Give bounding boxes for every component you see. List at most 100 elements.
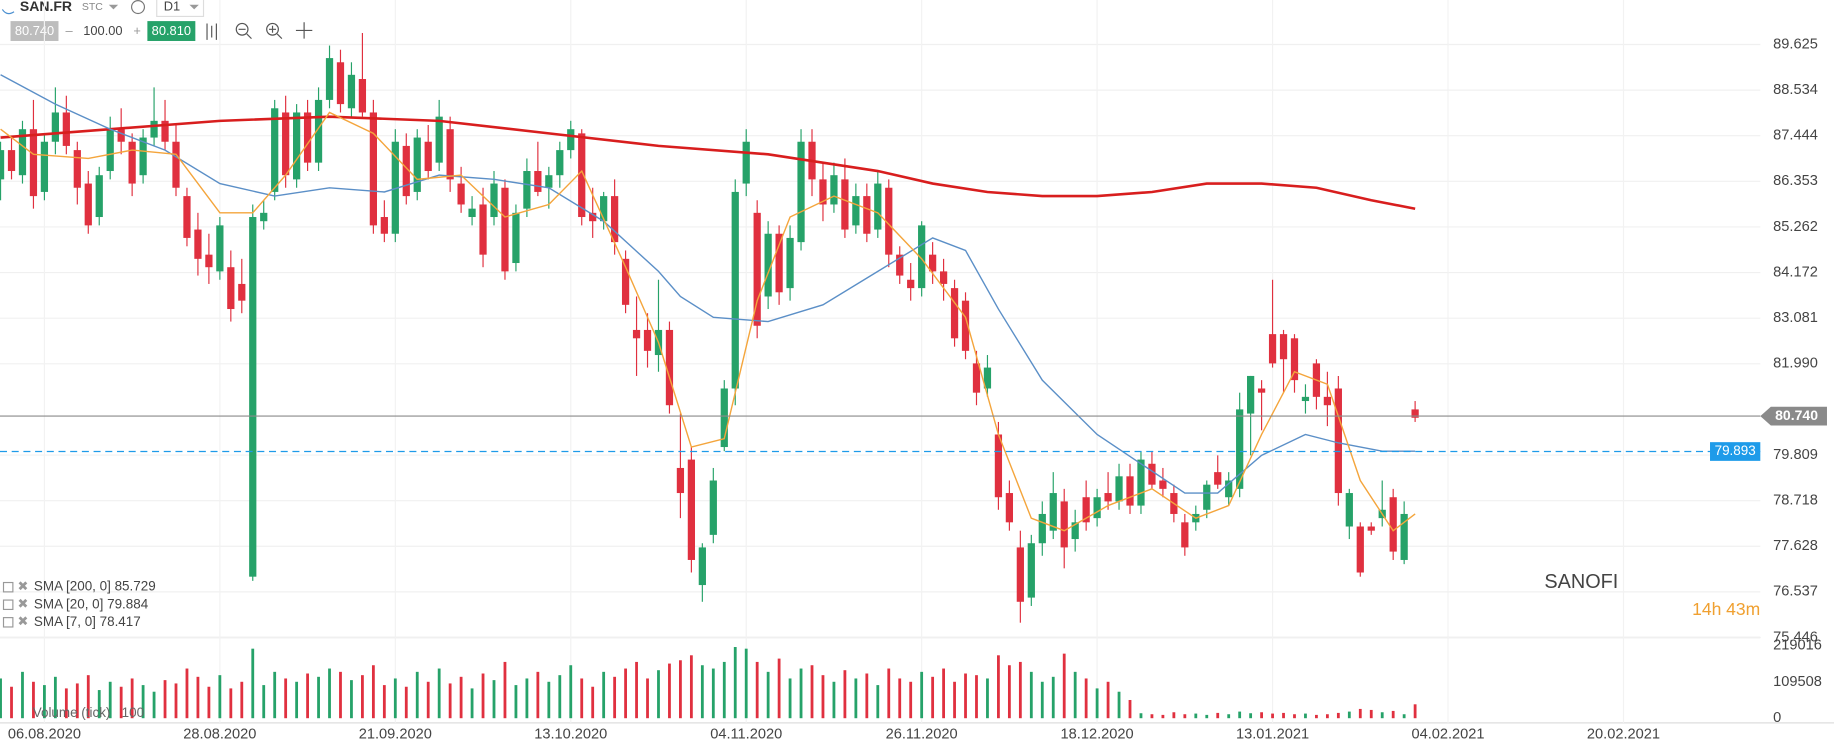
volume-bar bbox=[624, 668, 627, 719]
volume-bar bbox=[679, 660, 682, 719]
candle-body bbox=[139, 137, 147, 176]
volume-bar bbox=[1238, 711, 1242, 719]
candle-body bbox=[271, 108, 279, 192]
bid[interactable]: 80.740 bbox=[15, 23, 54, 38]
ask-box[interactable] bbox=[147, 21, 196, 41]
volume-bar bbox=[1293, 714, 1296, 719]
price-label: 79.893 bbox=[1715, 443, 1756, 458]
volume-bar bbox=[1139, 713, 1143, 719]
volume-bar bbox=[788, 678, 792, 719]
candle-body bbox=[786, 237, 794, 289]
volume-bar bbox=[1194, 713, 1198, 719]
candle-body bbox=[753, 212, 761, 326]
candle-body bbox=[40, 141, 49, 192]
candle-body bbox=[1411, 409, 1419, 418]
candle-body bbox=[1082, 497, 1090, 523]
candle-body bbox=[885, 187, 893, 255]
candle-body bbox=[1214, 472, 1222, 485]
candle-body bbox=[512, 212, 520, 264]
volume-bar bbox=[700, 665, 704, 719]
symbol[interactable]: SAN.FR bbox=[20, 0, 72, 14]
plus[interactable]: + bbox=[133, 23, 141, 38]
candle-body bbox=[62, 112, 70, 146]
candle-body bbox=[227, 267, 235, 310]
legend-icon bbox=[2, 617, 14, 628]
volume-bar bbox=[646, 678, 649, 719]
info-icon[interactable] bbox=[131, 0, 146, 15]
volume-bar bbox=[97, 690, 101, 719]
candle-body bbox=[424, 141, 432, 172]
volume-bar bbox=[1325, 714, 1329, 719]
volume-bar bbox=[32, 681, 35, 719]
candle-body bbox=[128, 141, 136, 184]
volume-bar bbox=[371, 665, 375, 719]
volume-bar bbox=[350, 680, 353, 719]
ask[interactable]: 80.810 bbox=[152, 23, 191, 38]
volume-bar bbox=[657, 670, 660, 719]
volume-bar bbox=[152, 691, 156, 719]
candle-body bbox=[1016, 547, 1024, 602]
candle-body bbox=[830, 175, 838, 205]
dropdown[interactable] bbox=[108, 4, 119, 10]
volume-bar bbox=[635, 661, 638, 719]
volume-bar bbox=[821, 675, 825, 719]
candle-body bbox=[1027, 543, 1035, 598]
volume-bar bbox=[1183, 714, 1187, 719]
candle-body bbox=[1367, 526, 1375, 531]
candle-body bbox=[742, 141, 750, 184]
y-tick-label: 75.446 bbox=[1773, 629, 1818, 645]
x-tick-label: 21.09.2020 bbox=[359, 726, 432, 742]
candle-body bbox=[819, 179, 827, 205]
volume-bar bbox=[240, 681, 244, 719]
legend-entry: SMA [20, 0] 79.884 bbox=[34, 596, 149, 611]
candle-body bbox=[841, 179, 849, 230]
volume-bar bbox=[931, 676, 935, 719]
volume-bar bbox=[284, 678, 288, 719]
tools[interactable] bbox=[206, 22, 313, 40]
volume-bar bbox=[0, 678, 2, 719]
minus[interactable]: – bbox=[66, 23, 74, 38]
volume-bar bbox=[722, 661, 726, 719]
volume-bar bbox=[942, 668, 945, 719]
timeframe[interactable]: D1 bbox=[164, 0, 180, 13]
candle-body bbox=[106, 129, 114, 172]
volume-bar bbox=[547, 681, 551, 719]
candle-body bbox=[556, 150, 564, 176]
price-label-box bbox=[1710, 442, 1761, 461]
bid-box[interactable] bbox=[10, 21, 59, 41]
dropdown[interactable] bbox=[189, 4, 199, 10]
volume-bar bbox=[1380, 712, 1384, 719]
candle-body bbox=[994, 434, 1003, 498]
x-tick-label: 28.08.2020 bbox=[183, 726, 256, 742]
candle-body bbox=[479, 204, 487, 255]
candle-body bbox=[1345, 493, 1353, 527]
candle-body bbox=[687, 459, 696, 560]
candle-body bbox=[545, 175, 553, 188]
volume-bar bbox=[810, 665, 814, 719]
volume-bar bbox=[404, 686, 408, 719]
x-tick-label: 04.02.2021 bbox=[1411, 726, 1484, 742]
volume-bar bbox=[1304, 713, 1307, 719]
candle-body bbox=[303, 112, 312, 163]
candle-body bbox=[1323, 396, 1332, 406]
x-tick-label: 13.10.2020 bbox=[534, 726, 607, 742]
volume-bar bbox=[580, 678, 584, 719]
volume-bar bbox=[689, 655, 693, 719]
volume-bar bbox=[1402, 714, 1406, 719]
volume-bar bbox=[1282, 712, 1285, 719]
candle-body bbox=[238, 283, 246, 301]
candle-body bbox=[698, 547, 706, 586]
volume-bar bbox=[1172, 712, 1176, 719]
sma-line bbox=[0, 111, 1416, 532]
candle-body bbox=[1104, 493, 1112, 502]
candle-body bbox=[1279, 334, 1288, 360]
volume-bar bbox=[43, 685, 46, 719]
volume-bar bbox=[10, 686, 13, 719]
volume-input[interactable]: 100.00 bbox=[83, 23, 122, 38]
timeframe-box[interactable] bbox=[156, 0, 205, 18]
volume-bar bbox=[108, 681, 112, 719]
volume-bar bbox=[174, 683, 178, 719]
candle-body bbox=[972, 363, 981, 393]
candle-body bbox=[0, 150, 5, 180]
candle-body bbox=[358, 79, 367, 113]
